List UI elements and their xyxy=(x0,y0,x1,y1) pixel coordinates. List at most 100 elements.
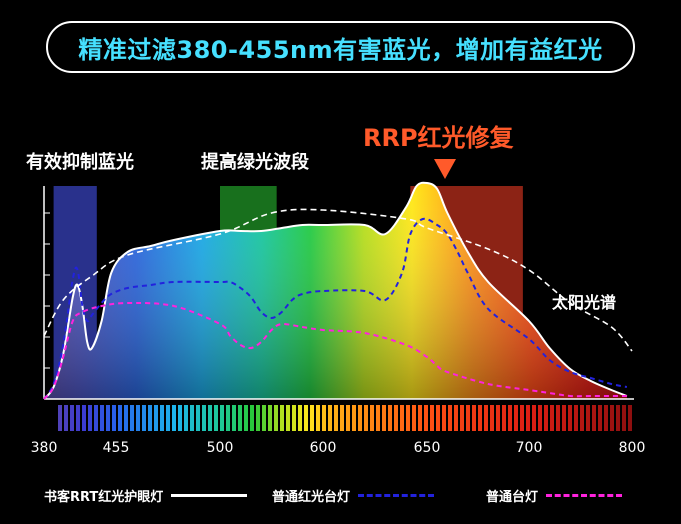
strip-bar xyxy=(520,405,524,431)
x-tick-label: 700 xyxy=(515,440,543,456)
strip-bar xyxy=(196,405,200,431)
strip-bar xyxy=(622,405,626,431)
strip-bar xyxy=(442,405,446,431)
strip-bar xyxy=(466,405,470,431)
strip-bar xyxy=(376,405,380,431)
axes xyxy=(43,186,634,400)
legend-item-normal-lamp: 普通台灯 xyxy=(486,486,623,505)
strip-bar xyxy=(214,405,218,431)
strip-bar xyxy=(334,405,338,431)
strip-bar xyxy=(70,405,74,431)
legend-label-rrt: 书客RRT红光护眼灯 xyxy=(44,490,164,505)
strip-bar xyxy=(202,405,206,431)
strip-bar xyxy=(346,405,350,431)
strip-bar xyxy=(274,405,278,431)
strip-bar xyxy=(484,405,488,431)
series-normal-lamp-line xyxy=(43,301,627,400)
down-arrow-icon xyxy=(434,159,456,179)
strip-bar xyxy=(142,405,146,431)
strip-bar xyxy=(616,405,620,431)
strip-bar xyxy=(232,405,236,431)
x-tick-label: 380 xyxy=(30,440,58,456)
strip-bar xyxy=(364,405,368,431)
strip-bar xyxy=(424,405,428,431)
strip-bar xyxy=(412,405,416,431)
strip-bar xyxy=(208,405,212,431)
legend-label-red-lamp: 普通红光台灯 xyxy=(272,490,351,505)
strip-bar xyxy=(406,405,410,431)
series-red-lamp-line xyxy=(43,217,628,400)
strip-bar xyxy=(394,405,398,431)
legend-swatch-red-lamp xyxy=(358,494,435,497)
strip-bar xyxy=(178,405,182,431)
legend-label-normal-lamp: 普通台灯 xyxy=(486,490,539,505)
strip-bar xyxy=(124,405,128,431)
strip-bar xyxy=(352,405,356,431)
legend-item-red-lamp: 普通红光台灯 xyxy=(272,486,435,505)
strip-bar xyxy=(160,405,164,431)
strip-bar xyxy=(130,405,134,431)
legend-swatch-rrt xyxy=(171,494,248,497)
strip-bar xyxy=(472,405,476,431)
strip-bar xyxy=(94,405,98,431)
strip-bar xyxy=(490,405,494,431)
strip-bar xyxy=(550,405,554,431)
x-tick-label: 500 xyxy=(206,440,234,456)
strip-bar xyxy=(118,405,122,431)
strip-bar xyxy=(280,405,284,431)
strip-bar xyxy=(418,405,422,431)
strip-bar xyxy=(574,405,578,431)
rrp-annotation: RRP红光修复 xyxy=(363,124,514,152)
strip-bar xyxy=(388,405,392,431)
strip-bar xyxy=(76,405,80,431)
sun-spectrum-label: 太阳光谱 xyxy=(552,293,617,312)
strip-bar xyxy=(436,405,440,431)
strip-bar xyxy=(586,405,590,431)
strip-bar xyxy=(298,405,302,431)
strip-bar xyxy=(514,405,518,431)
strip-bar xyxy=(358,405,362,431)
strip-bar xyxy=(316,405,320,431)
strip-bar xyxy=(304,405,308,431)
wavelength-color-strip xyxy=(58,405,632,431)
strip-bar xyxy=(610,405,614,431)
x-tick-label: 650 xyxy=(413,440,441,456)
legend-item-rrt: 书客RRT红光护眼灯 xyxy=(44,486,248,505)
strip-bar xyxy=(106,405,110,431)
strip-bar xyxy=(508,405,512,431)
blue-band-annotation: 有效抑制蓝光 xyxy=(26,152,134,173)
strip-bar xyxy=(526,405,530,431)
strip-bar xyxy=(112,405,116,431)
strip-bar xyxy=(154,405,158,431)
strip-bar xyxy=(184,405,188,431)
series-rrt-line xyxy=(43,181,628,400)
strip-bar xyxy=(250,405,254,431)
strip-bar xyxy=(478,405,482,431)
strip-bar xyxy=(172,405,176,431)
strip-bar xyxy=(568,405,572,431)
strip-bar xyxy=(286,405,290,431)
strip-bar xyxy=(598,405,602,431)
headline-text: 精准过滤380-455nm有害蓝光，增加有益红光 xyxy=(78,35,603,64)
strip-bar xyxy=(166,405,170,431)
x-tick-label: 455 xyxy=(102,440,130,456)
strip-bar xyxy=(238,405,242,431)
strip-bar xyxy=(556,405,560,431)
green-band-annotation: 提高绿光波段 xyxy=(201,152,309,173)
series-sun-line xyxy=(43,208,633,352)
strip-bar xyxy=(544,405,548,431)
strip-bar xyxy=(430,405,434,431)
strip-bar xyxy=(538,405,542,431)
x-tick-label: 600 xyxy=(309,440,337,456)
strip-bar xyxy=(220,405,224,431)
strip-bar xyxy=(628,405,632,431)
strip-bar xyxy=(262,405,266,431)
strip-bar xyxy=(532,405,536,431)
legend-swatch-normal-lamp xyxy=(546,494,623,497)
strip-bar xyxy=(370,405,374,431)
strip-bar xyxy=(148,405,152,431)
strip-bar xyxy=(592,405,596,431)
strip-bar xyxy=(382,405,386,431)
strip-bar xyxy=(448,405,452,431)
